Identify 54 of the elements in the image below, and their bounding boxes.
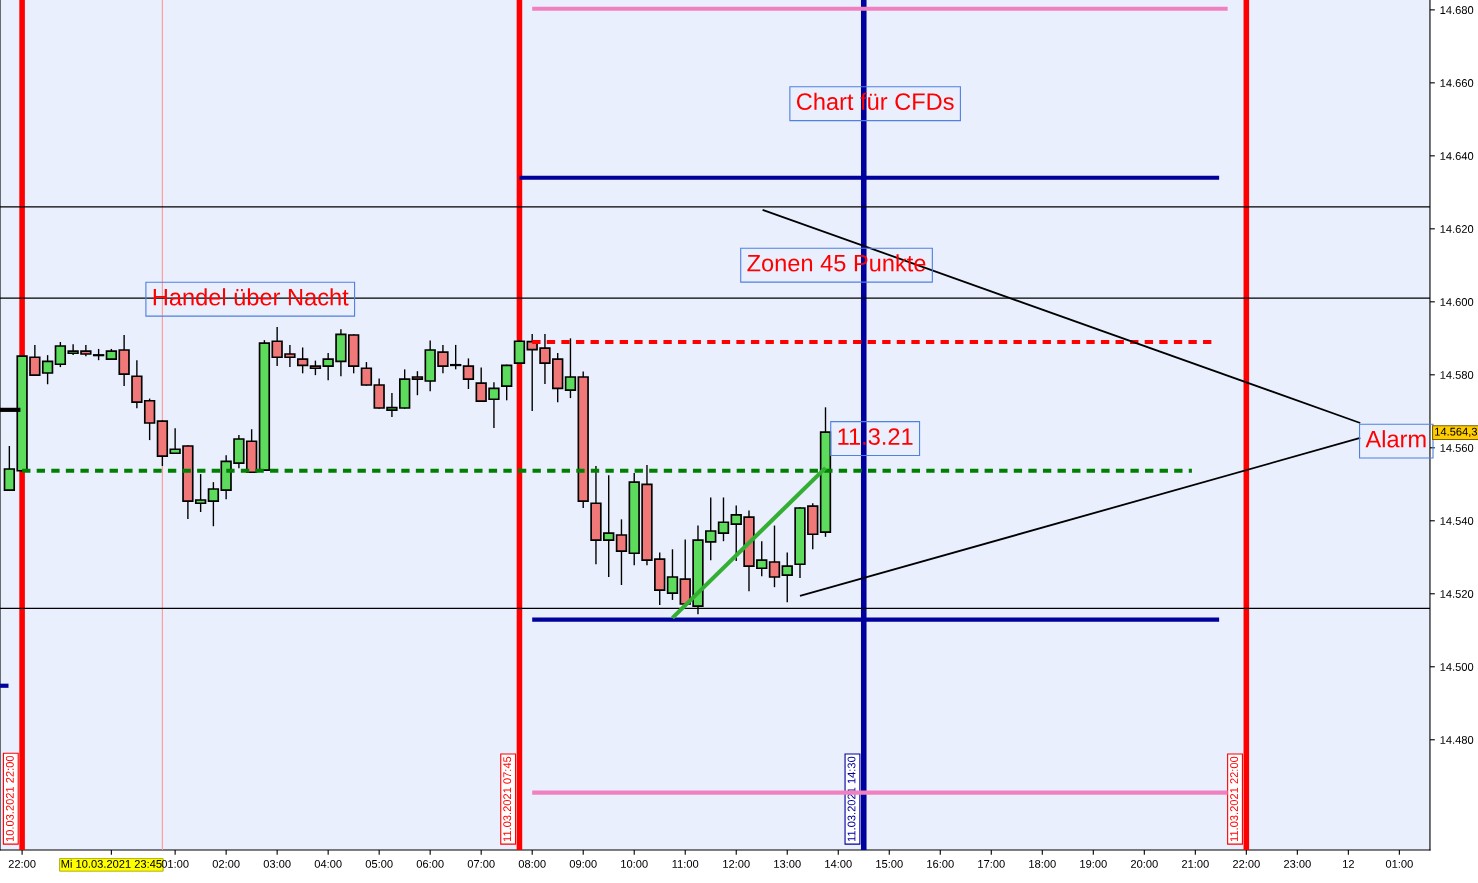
x-tick-label: 18:00 <box>1029 859 1056 868</box>
y-tick-label: 14.600 <box>1440 298 1474 306</box>
y-tick-label: 14.520 <box>1440 590 1474 598</box>
x-tick-label: 01:00 <box>1385 859 1413 868</box>
x-tick-label: 08:00 <box>518 859 546 868</box>
x-tick-label: 12:00 <box>723 859 750 868</box>
candlestick <box>564 338 577 399</box>
x-tick-label: 19:00 <box>1080 859 1107 868</box>
x-tick-label: 03:00 <box>263 859 291 868</box>
x-tick-label: 22:00 <box>8 859 36 868</box>
x-tick-label: 02:00 <box>212 859 240 868</box>
y-tick-label: 14.580 <box>1440 371 1474 379</box>
x-tick-label: 16:00 <box>927 859 954 868</box>
annotation: Alarm <box>1365 430 1426 448</box>
x-tick-label: 07:00 <box>467 859 495 868</box>
ref-line-label: 11.03.2021 14:30 <box>847 756 856 842</box>
x-tick-label: 15:00 <box>876 859 903 868</box>
y-tick-label: 14.500 <box>1440 663 1474 671</box>
x-tick-label: 21:00 <box>1181 859 1209 868</box>
y-tick-label: 14.660 <box>1440 79 1474 87</box>
x-tick-label: 14:00 <box>825 859 852 868</box>
x-tick-label: Mi 10.03.2021 23:45 <box>61 859 162 868</box>
x-tick-label: 04:00 <box>314 859 342 868</box>
y-tick-label: 14.640 <box>1440 152 1474 160</box>
y-tick-label: 14.680 <box>1440 6 1474 14</box>
candlestick <box>717 497 730 542</box>
x-tick-label: 10:00 <box>621 859 648 868</box>
candlestick <box>296 347 309 374</box>
candlestick <box>462 358 475 390</box>
y-tick-label: 14.540 <box>1440 517 1474 525</box>
x-tick-label: 06:00 <box>416 859 444 868</box>
x-tick-label: 09:00 <box>569 859 597 868</box>
candlestick <box>666 549 679 600</box>
ref-line-label: 10.03.2021 22:00 <box>5 755 14 842</box>
x-tick-label: 11:00 <box>672 859 699 868</box>
x-tick-label: 20:00 <box>1130 859 1158 868</box>
candlestick <box>501 364 513 401</box>
candlestick <box>513 340 526 364</box>
x-tick-label: 23:00 <box>1284 859 1311 868</box>
x-tick-label: 17:00 <box>978 859 1005 868</box>
x-tick-label: 13:00 <box>774 859 801 868</box>
candlestick <box>615 519 628 585</box>
x-tick-label: 22:00 <box>1232 859 1260 868</box>
y-tick-label: 14.480 <box>1440 736 1474 744</box>
candlestick <box>768 525 781 588</box>
candlestick <box>411 371 424 396</box>
x-tick-label: 12 <box>1343 859 1354 868</box>
y-tick-label: 14.620 <box>1440 225 1474 233</box>
candlestick <box>781 552 793 603</box>
ref-line-label: 11.03.2021 22:00 <box>1230 756 1239 842</box>
x-tick-label: 05:00 <box>365 859 393 868</box>
ref-line-label: 11.03.2021 07:45 <box>503 756 512 842</box>
y-tick-label: 14.560 <box>1440 444 1474 452</box>
text: 14.564,3 <box>1435 427 1478 437</box>
